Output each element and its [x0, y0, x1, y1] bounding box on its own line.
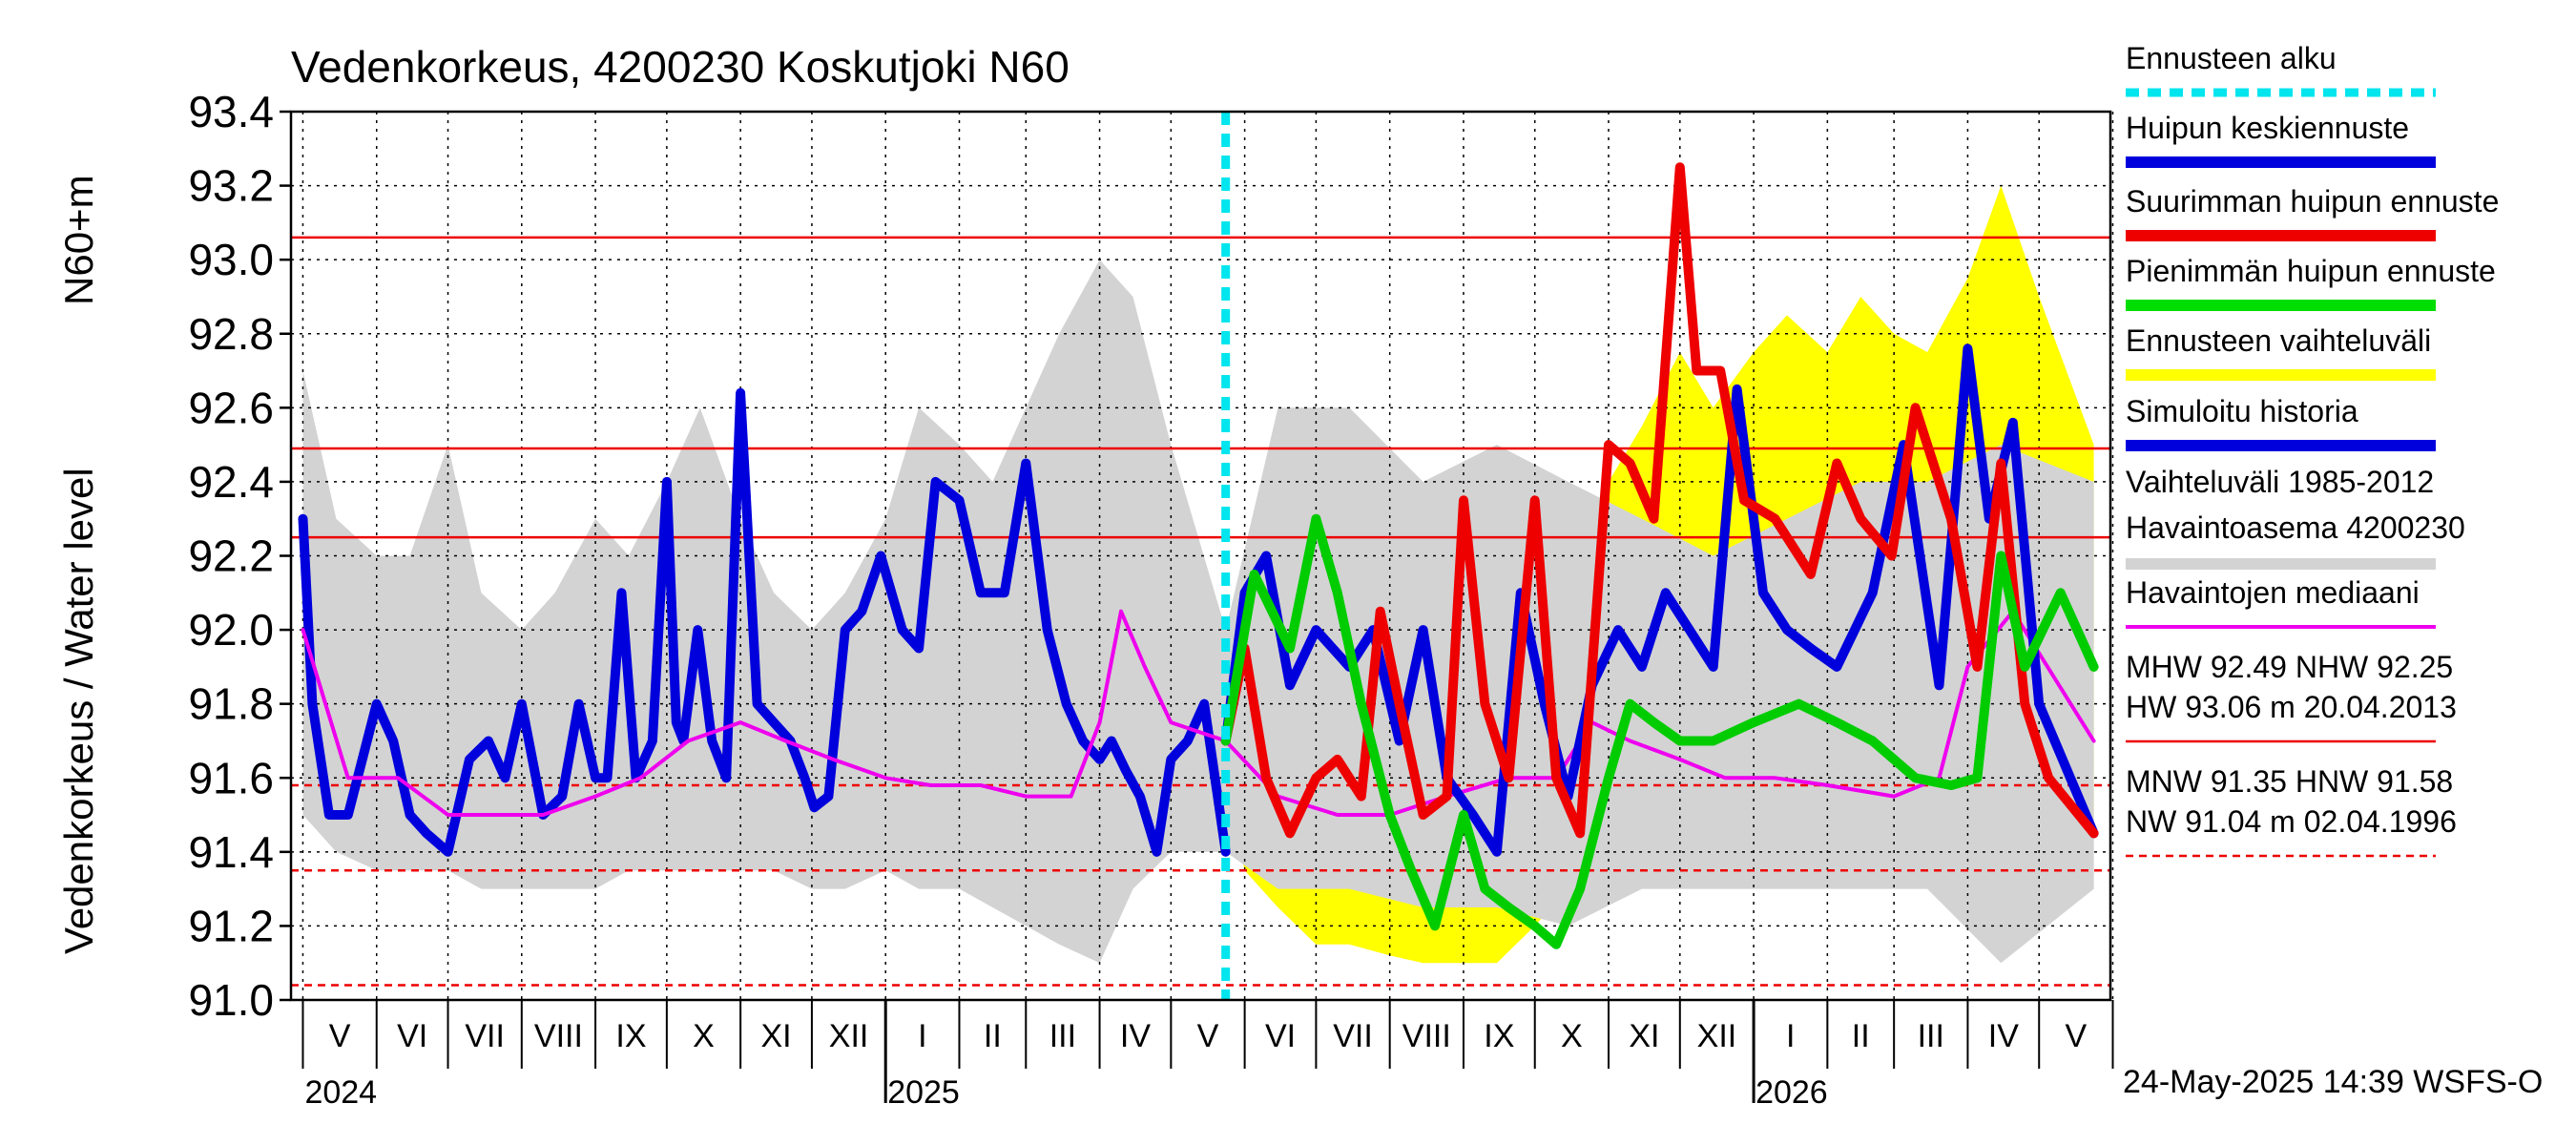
x-tick-label: IX	[615, 1018, 646, 1054]
x-year-label: 2026	[1755, 1074, 1828, 1111]
y-tick-label: 92.8	[188, 309, 274, 359]
y-tick-label: 93.2	[188, 161, 274, 211]
x-tick-label: II	[984, 1018, 1002, 1054]
legend: Ennusteen alku Huipun keskiennuste Suurimm…	[2126, 41, 2499, 629]
x-tick-label: X	[693, 1018, 715, 1054]
x-tick-label: VI	[1265, 1018, 1296, 1054]
legend-label: Vaihteluväli 1985-2012	[2126, 465, 2434, 499]
x-tick-label: IX	[1484, 1018, 1514, 1054]
x-tick-label: VIII	[1402, 1018, 1451, 1054]
legend-label: Pienimmän huipun ennuste	[2126, 254, 2496, 288]
x-tick-label: III	[1918, 1018, 1944, 1054]
y-tick-label: 91.8	[188, 679, 274, 729]
x-tick-label: XI	[760, 1018, 791, 1054]
x-tick-label: II	[1852, 1018, 1870, 1054]
series-suurimman-huipun-ennuste	[1220, 162, 2099, 839]
x-axis-ticks: V VI VII VIII IX X XI XII I II III IV V VI VII VIII IX X X…	[301, 1000, 2114, 1111]
y-tick-label: 91.0	[188, 975, 274, 1025]
y-tick-label: 93.4	[188, 87, 274, 136]
x-tick-label: XII	[829, 1018, 869, 1054]
y-tick-label: 92.4	[188, 457, 274, 507]
reference-lines	[291, 236, 2110, 987]
series-huipun-keskiennuste	[1220, 344, 2099, 857]
series-pienimma-n-huipun-ennuste	[1220, 513, 2099, 949]
y-axis-label-left: Vedenkorkeus / Water level	[56, 468, 101, 954]
footer-timestamp: 24-May-2025 14:39 WSFS-O	[2123, 1064, 2543, 1100]
x-tick-label: V	[1197, 1018, 1219, 1054]
x-tick-label: IV	[1988, 1018, 2019, 1054]
legend-label: Ennusteen vaihteluväli	[2126, 323, 2431, 358]
y-tick-label: 92.0	[188, 605, 274, 655]
y-tick-label: 91.2	[188, 901, 274, 950]
x-tick-label: VIII	[534, 1018, 583, 1054]
x-tick-label: V	[2066, 1018, 2088, 1054]
series-havaintojen-mediaani	[301, 609, 2096, 817]
x-tick-label: I	[1786, 1018, 1795, 1054]
stats-line: HW 93.06 m 20.04.2013	[2126, 690, 2457, 724]
x-tick-label: XI	[1629, 1018, 1659, 1054]
x-tick-label: III	[1049, 1018, 1076, 1054]
stats-line: MHW 92.49 NHW 92.25	[2126, 650, 2453, 684]
x-tick-label: XII	[1697, 1018, 1737, 1054]
stats-box: MHW 92.49 NHW 92.25 HW 93.06 m 20.04.2013…	[2126, 650, 2457, 858]
y-tick-label: 92.2	[188, 531, 274, 581]
stats-line: NW 91.04 m 02.04.1996	[2126, 804, 2457, 839]
y-axis-ticks: 93.4 93.2 93.0 92.8 92.6 92.4 92.2 92.0 91.8 91.6…	[188, 87, 291, 1025]
x-year-label: 2024	[304, 1074, 377, 1111]
y-tick-label: 91.4	[188, 827, 274, 877]
legend-label: Havaintoasema 4200230	[2126, 510, 2465, 545]
legend-label: Ennusteen alku	[2126, 41, 2337, 75]
series-simuloitu-historia	[298, 387, 1231, 857]
band-vaihteluva-li-1985-2012-havaintoasema-4200230	[302, 260, 2094, 964]
legend-label: Huipun keskiennuste	[2126, 111, 2409, 145]
stats-line: MNW 91.35 HNW 91.58	[2126, 764, 2453, 799]
x-tick-label: I	[918, 1018, 926, 1054]
chart-title: Vedenkorkeus, 4200230 Koskutjoki N60	[291, 42, 1070, 92]
y-tick-label: 91.6	[188, 753, 274, 802]
x-tick-label: VI	[397, 1018, 427, 1054]
x-tick-label: V	[329, 1018, 351, 1054]
legend-label: Suurimman huipun ennuste	[2126, 184, 2499, 219]
y-axis-label-right: N60+m	[56, 175, 101, 305]
y-tick-label: 92.6	[188, 383, 274, 432]
y-tick-label: 93.0	[188, 235, 274, 284]
x-tick-label: X	[1561, 1018, 1583, 1054]
x-tick-label: VII	[1333, 1018, 1373, 1054]
plot-series	[298, 162, 2099, 949]
x-tick-label: IV	[1120, 1018, 1151, 1054]
legend-label: Simuloitu historia	[2126, 394, 2358, 428]
x-year-label: 2025	[887, 1074, 960, 1111]
legend-label: Havaintojen mediaani	[2126, 575, 2420, 610]
x-tick-label: VII	[465, 1018, 505, 1054]
